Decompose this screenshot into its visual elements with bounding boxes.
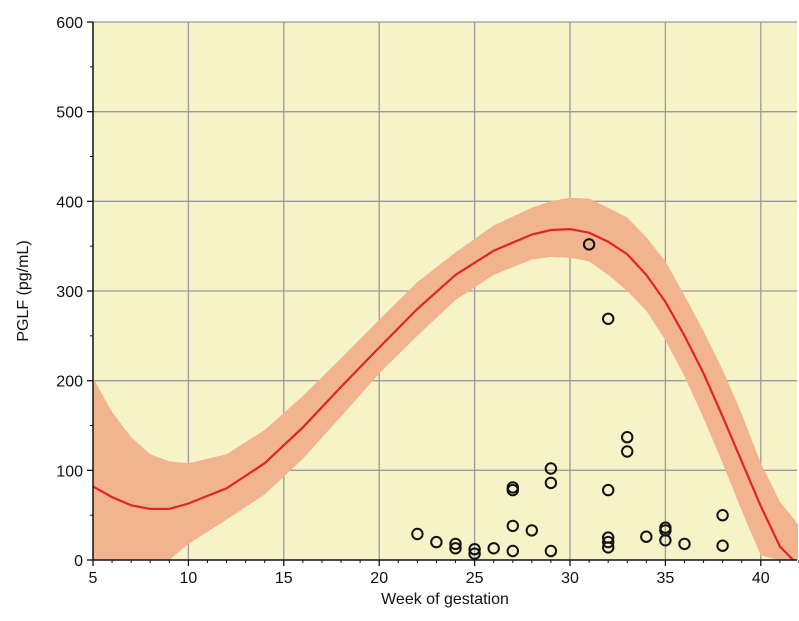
data-point: [544, 476, 558, 490]
data-point: [602, 312, 615, 325]
data-point: [468, 543, 481, 556]
data-point: [602, 483, 615, 497]
data-point: [716, 539, 729, 552]
y-tick-label: 300: [56, 284, 83, 301]
confidence-band: [93, 197, 798, 560]
data-point: [582, 238, 596, 251]
data-point: [544, 462, 558, 475]
data-point: [621, 431, 634, 444]
data-point: [544, 544, 558, 558]
x-tick-label: 20: [370, 570, 388, 587]
x-tick-label: 30: [561, 570, 579, 587]
y-tick-label: 0: [74, 553, 83, 570]
data-point: [716, 509, 729, 522]
data-point: [602, 535, 615, 549]
data-point: [678, 537, 691, 551]
data-point: [602, 541, 615, 554]
x-tick-label: 40: [752, 570, 770, 587]
data-point: [506, 544, 519, 558]
x-tick-label: 5: [89, 570, 98, 587]
data-point: [506, 519, 519, 533]
y-tick-label: 400: [56, 194, 83, 211]
x-tick-label: 10: [180, 570, 198, 587]
data-point: [621, 445, 634, 458]
data-point: [659, 534, 672, 547]
data-point: [487, 542, 500, 555]
y-tick-label: 200: [56, 374, 83, 391]
data-point: [449, 542, 462, 555]
x-tick-label: 35: [657, 570, 675, 587]
data-point: [506, 483, 519, 497]
y-tick-label: 100: [56, 463, 83, 480]
x-axis-label: Week of gestation: [381, 591, 509, 608]
scatter-points: [411, 238, 729, 560]
fitted-curve: [92, 227, 794, 561]
data-point: [640, 530, 653, 543]
data-point: [468, 547, 481, 560]
y-tick-label: 600: [56, 15, 83, 32]
data-point: [411, 527, 424, 541]
x-tick-label: 25: [466, 570, 484, 587]
x-tick-label: 15: [275, 570, 293, 587]
data-point: [525, 524, 538, 537]
data-point: [430, 535, 443, 549]
data-point: [449, 537, 462, 551]
y-axis-label: PGLF (pg/mL): [15, 240, 32, 341]
y-tick-label: 500: [56, 105, 83, 122]
